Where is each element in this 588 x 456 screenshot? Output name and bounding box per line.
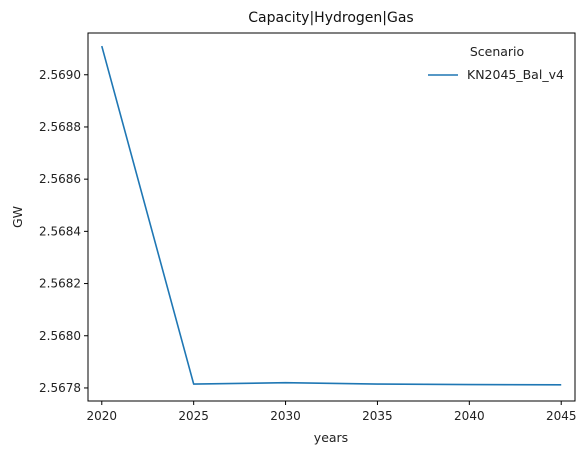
x-tick-label: 2035 [362,409,393,423]
y-tick-label: 2.5688 [39,120,81,134]
chart-title: Capacity|Hydrogen|Gas [248,10,413,26]
x-tick-label: 2025 [178,409,209,423]
x-tick-label: 2030 [270,409,301,423]
y-tick-label: 2.5682 [39,277,81,291]
x-tick-label: 2040 [454,409,485,423]
x-tick-label: 2020 [87,409,118,423]
y-tick-label: 2.5686 [39,172,81,186]
y-tick-label: 2.5678 [39,381,81,395]
x-axis: 2020 2025 2030 2035 2040 2045 [87,401,577,423]
y-tick-label: 2.5680 [39,329,81,343]
x-tick-label: 2045 [546,409,577,423]
series-line-0 [101,45,562,386]
legend-label: KN2045_Bal_v4 [467,67,564,82]
legend-title: Scenario [470,44,524,59]
y-tick-label: 2.5690 [39,68,81,82]
legend: Scenario KN2045_Bal_v4 [428,44,564,82]
x-axis-title: years [314,430,348,445]
y-axis: 2.5678 2.5680 2.5682 2.5684 2.5686 2.5688 2.56… [39,68,88,395]
series-layer [101,45,562,386]
y-tick-label: 2.5684 [39,224,81,238]
plot-area-frame [87,32,576,402]
y-axis-title: GW [10,206,25,228]
